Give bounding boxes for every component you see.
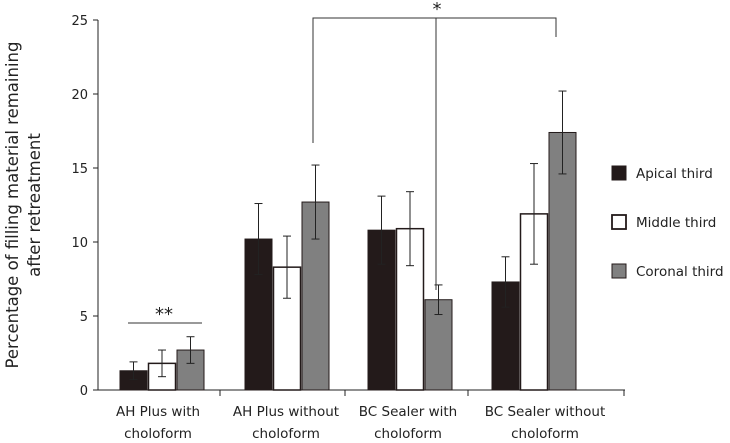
legend-swatch-2 (611, 214, 627, 230)
category-label-4-line-2: choloform (511, 426, 579, 442)
y-axis-title-line-1: Percentage of filling material remaining (3, 42, 22, 369)
y-tick-label-10: 10 (71, 236, 88, 251)
legend-label-2: Middle third (636, 215, 716, 231)
significance-annotations: *** (128, 0, 557, 325)
single-star-bracket (312, 17, 557, 143)
bar-3-4 (548, 131, 577, 391)
y-tick-label-5: 5 (80, 310, 88, 325)
y-tick-label-20: 20 (71, 88, 88, 103)
bars (119, 90, 577, 391)
legend-swatch-1 (611, 165, 627, 181)
legend-label-3: Coronal third (636, 264, 724, 280)
y-tick-label-0: 0 (80, 384, 88, 399)
y-axis-title: Percentage of filling material remaining… (3, 42, 44, 369)
category-label-3-line-2: choloform (374, 426, 442, 442)
legend-swatch-3 (611, 263, 627, 279)
bar-3-3 (424, 299, 453, 391)
single-star-label: * (433, 0, 442, 20)
bar-2-4 (519, 213, 549, 391)
category-label-2-line-1: AH Plus without (233, 404, 339, 420)
category-labels: AH Plus with choloform AH Plus without chol… (116, 404, 605, 442)
y-tick-label-15: 15 (71, 162, 88, 177)
category-label-1-line-1: AH Plus with (116, 404, 200, 420)
category-label-4-line-1: BC Sealer without (485, 404, 606, 420)
y-axis-title-line-2: after retreatment (25, 133, 44, 277)
y-tick-label-25: 25 (71, 14, 88, 29)
legend: Apical third Middle third Coronal third (611, 165, 724, 280)
legend-label-1: Apical third (636, 166, 713, 182)
category-label-3-line-1: BC Sealer with (359, 404, 457, 420)
double-star-label: ** (155, 304, 173, 325)
category-label-2-line-2: choloform (252, 426, 320, 442)
category-label-1-line-2: choloform (124, 426, 192, 442)
